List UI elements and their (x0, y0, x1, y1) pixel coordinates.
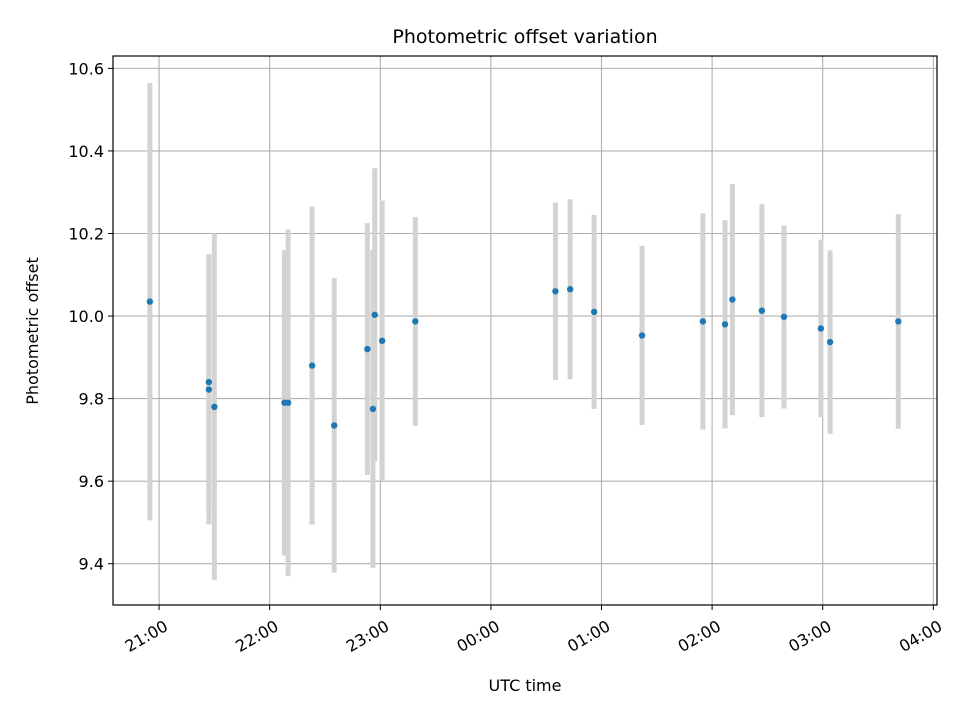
data-point (369, 405, 377, 413)
x-tick-label: 04:00 (896, 616, 945, 656)
data-point (721, 321, 729, 328)
y-axis-label: Photometric offset (23, 257, 42, 405)
data-point (284, 399, 292, 406)
x-tick-label: 00:00 (453, 616, 502, 656)
grid-lines (113, 56, 937, 605)
data-point (826, 338, 834, 346)
x-tick-label: 01:00 (564, 616, 613, 656)
data-point (205, 378, 213, 386)
data-point (378, 337, 386, 345)
data-point (331, 422, 338, 429)
x-axis-label: UTC time (489, 676, 562, 695)
data-point (729, 296, 736, 303)
data-point (205, 386, 213, 393)
x-tick-label: 21:00 (122, 616, 171, 656)
y-tick-label: 9.4 (79, 555, 104, 574)
data-point (590, 308, 598, 316)
data-point (758, 307, 766, 314)
data-point (552, 288, 559, 295)
data-point (699, 318, 707, 325)
y-tick-label: 10.2 (68, 224, 104, 243)
chart-title: Photometric offset variation (392, 26, 657, 48)
data-point (308, 362, 316, 369)
x-axis-ticks: 21:00 22:00 23:00 00:00 01:00 02:00 03:00 04:00 (122, 605, 945, 656)
data-point (412, 318, 419, 325)
data-point (364, 345, 371, 353)
data-point (211, 403, 218, 411)
x-tick-label: 22:00 (232, 616, 281, 656)
data-point (817, 325, 825, 332)
y-tick-label: 10.4 (68, 142, 104, 161)
y-tick-label: 9.8 (79, 390, 104, 409)
data-point (895, 318, 902, 325)
x-tick-label: 23:00 (343, 616, 392, 656)
data-point (780, 313, 788, 321)
data-point (146, 298, 154, 305)
y-tick-label: 10.6 (68, 59, 104, 78)
y-axis-ticks: 9.4 9.6 9.8 10.0 10.2 10.4 10.6 (68, 59, 113, 574)
data-point (371, 311, 378, 319)
data-point (638, 332, 646, 339)
x-tick-label: 03:00 (785, 616, 834, 656)
y-tick-label: 10.0 (68, 307, 104, 326)
x-tick-label: 02:00 (675, 616, 724, 656)
plot-frame (112, 55, 938, 606)
y-tick-label: 9.6 (79, 472, 104, 491)
data-points (146, 286, 902, 429)
data-point (566, 286, 574, 293)
error-bars (147, 82, 901, 581)
